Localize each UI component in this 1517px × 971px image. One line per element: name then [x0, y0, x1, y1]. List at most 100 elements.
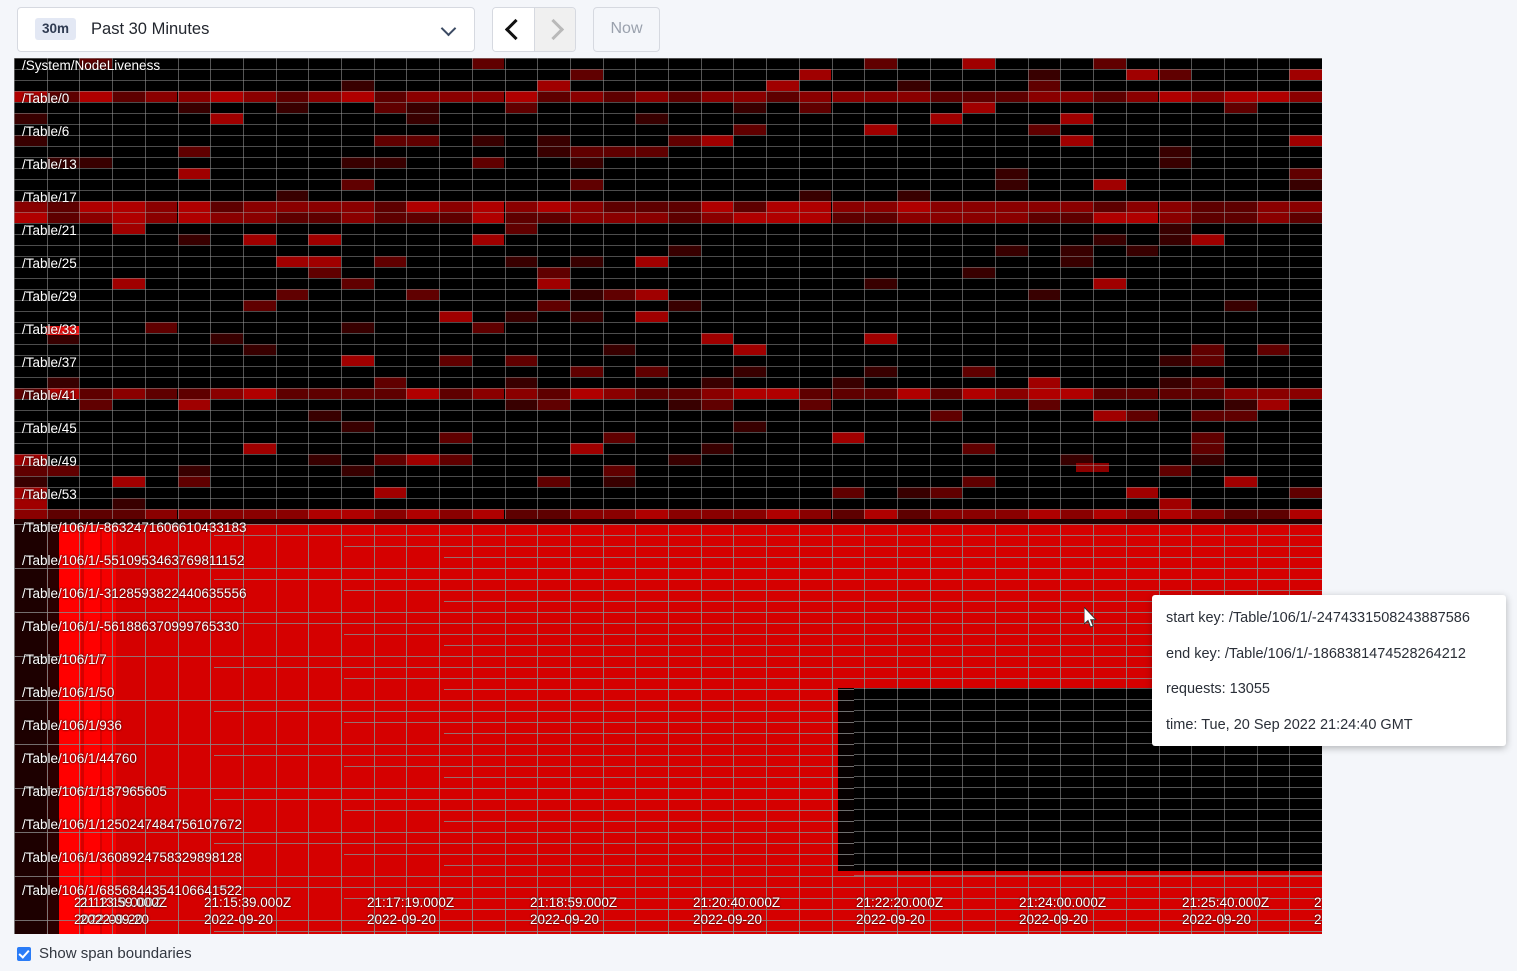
heatmap-cell[interactable]	[177, 509, 211, 520]
heatmap-cell[interactable]	[1027, 91, 1061, 102]
heatmap-cell[interactable]	[864, 388, 897, 399]
heatmap-cell[interactable]	[962, 443, 995, 454]
heatmap-cell[interactable]	[406, 113, 440, 124]
heatmap-cell[interactable]	[1125, 245, 1159, 256]
heatmap-cell[interactable]	[1125, 487, 1159, 498]
heatmap-cell[interactable]	[341, 509, 374, 520]
heatmap-cell[interactable]	[569, 311, 603, 322]
heatmap-cell[interactable]	[439, 355, 472, 366]
heatmap-cell[interactable]	[1027, 212, 1061, 223]
heatmap-cell[interactable]	[1060, 201, 1094, 212]
heatmap-cell[interactable]	[308, 212, 341, 223]
heatmap-cell[interactable]	[177, 388, 211, 399]
heatmap-cell[interactable]	[962, 201, 995, 212]
heatmap-cell[interactable]	[275, 289, 309, 300]
heatmap-cell[interactable]	[177, 91, 211, 102]
heatmap-cell[interactable]	[112, 498, 145, 509]
heatmap-cell[interactable]	[1191, 377, 1224, 388]
heatmap-cell[interactable]	[864, 124, 897, 135]
heatmap-cell[interactable]	[471, 91, 505, 102]
heatmap-cell[interactable]	[766, 91, 799, 102]
heatmap-cell[interactable]	[766, 388, 799, 399]
heatmap-cell[interactable]	[995, 509, 1028, 520]
heatmap-cell[interactable]	[962, 476, 995, 487]
heatmap-cell[interactable]	[1060, 245, 1094, 256]
heatmap-cell[interactable]	[14, 524, 46, 934]
heatmap-cell[interactable]	[831, 201, 865, 212]
heatmap-cell[interactable]	[537, 135, 570, 146]
heatmap-cell[interactable]	[668, 509, 701, 520]
heatmap-cell[interactable]	[1060, 113, 1094, 124]
heatmap-cell[interactable]	[341, 465, 374, 476]
heatmap-cell[interactable]	[46, 509, 80, 520]
heatmap-cell[interactable]	[14, 135, 47, 146]
heatmap-cell[interactable]	[144, 388, 178, 399]
heatmap-cell[interactable]	[1125, 69, 1159, 80]
heatmap-cell[interactable]	[569, 69, 603, 80]
heatmap-cell[interactable]	[700, 135, 734, 146]
heatmap-cell[interactable]	[1191, 509, 1224, 520]
heatmap-cell[interactable]	[373, 388, 407, 399]
heatmap-cell[interactable]	[144, 201, 178, 212]
heatmap-cell[interactable]	[14, 454, 47, 465]
heatmap-cell[interactable]	[602, 201, 636, 212]
heatmap-cell[interactable]	[1158, 201, 1192, 212]
heatmap-cell[interactable]	[896, 509, 930, 520]
heatmap-cell[interactable]	[79, 399, 113, 410]
heatmap-cell[interactable]	[471, 135, 505, 146]
heatmap-cell[interactable]	[733, 102, 767, 113]
heatmap-cell[interactable]	[242, 212, 276, 223]
heatmap-cell[interactable]	[406, 212, 440, 223]
heatmap-cell[interactable]	[1256, 201, 1290, 212]
heatmap-cell[interactable]	[1289, 91, 1322, 102]
heatmap-cell[interactable]	[1093, 234, 1126, 245]
heatmap-cell[interactable]	[177, 234, 211, 245]
heatmap-cell[interactable]	[1256, 388, 1290, 399]
heatmap-cell[interactable]	[798, 91, 832, 102]
heatmap-cell[interactable]	[602, 432, 636, 443]
heatmap-cell[interactable]	[112, 509, 145, 520]
heatmap-cell[interactable]	[1158, 157, 1192, 168]
heatmap-cell[interactable]	[733, 388, 767, 399]
heatmap-cell[interactable]	[46, 524, 59, 934]
heatmap-cell[interactable]	[46, 388, 80, 399]
heatmap-cell[interactable]	[471, 322, 505, 333]
heatmap-cell[interactable]	[864, 509, 897, 520]
heatmap-cell[interactable]	[798, 212, 832, 223]
heatmap-cell[interactable]	[1125, 91, 1159, 102]
heatmap-cell[interactable]	[1158, 223, 1192, 234]
heatmap-cell[interactable]	[308, 388, 341, 399]
heatmap-cell[interactable]	[308, 267, 341, 278]
heatmap-cell[interactable]	[79, 509, 113, 520]
heatmap-cell[interactable]	[962, 58, 995, 69]
heatmap-cell[interactable]	[79, 388, 113, 399]
heatmap-cell[interactable]	[14, 476, 47, 487]
heatmap-cell[interactable]	[929, 487, 963, 498]
heatmap-cell[interactable]	[439, 509, 472, 520]
now-button[interactable]: Now	[593, 6, 660, 52]
heatmap-cell[interactable]	[864, 278, 897, 289]
heatmap-cell[interactable]	[1256, 212, 1290, 223]
heatmap-cell[interactable]	[1223, 476, 1257, 487]
heatmap-cell[interactable]	[112, 223, 145, 234]
heatmap-cell[interactable]	[1158, 498, 1192, 509]
heatmap-cell[interactable]	[177, 399, 211, 410]
heatmap-cell[interactable]	[275, 509, 309, 520]
heatmap-cell[interactable]	[406, 509, 440, 520]
heatmap-cell[interactable]	[308, 410, 341, 421]
heatmap-cell[interactable]	[1125, 201, 1159, 212]
heatmap-cell[interactable]	[1158, 146, 1192, 157]
heatmap-cell[interactable]	[831, 432, 865, 443]
heatmap-cell[interactable]	[79, 58, 113, 69]
heatmap-cell[interactable]	[177, 476, 211, 487]
heatmap-cell[interactable]	[1027, 80, 1061, 91]
heatmap-cell[interactable]	[569, 388, 603, 399]
heatmap-cell[interactable]	[864, 366, 897, 377]
heatmap-cell[interactable]	[1093, 388, 1126, 399]
heatmap-cell[interactable]	[112, 212, 145, 223]
heatmap-cell[interactable]	[602, 344, 636, 355]
heatmap-cell[interactable]	[537, 399, 570, 410]
heatmap-cell[interactable]	[373, 377, 407, 388]
heatmap-cell[interactable]	[210, 509, 243, 520]
heatmap-cell[interactable]	[896, 80, 930, 91]
